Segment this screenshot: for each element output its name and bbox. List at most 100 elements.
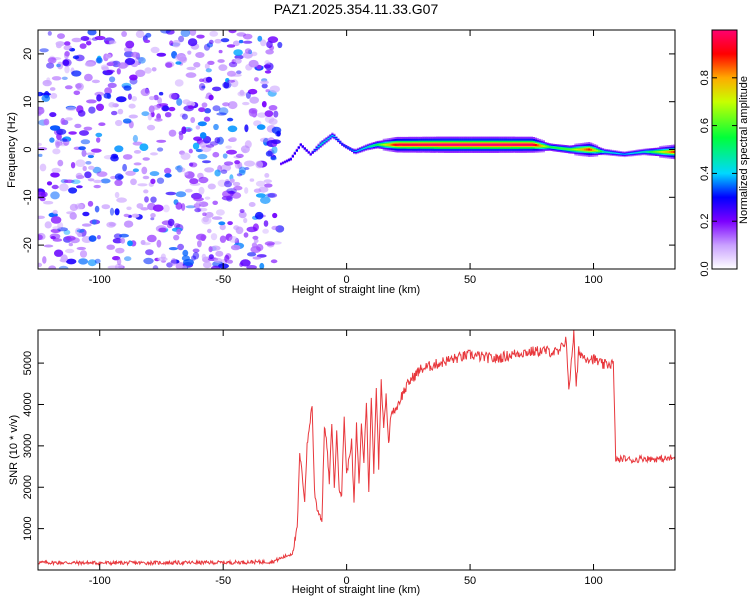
noise-blob xyxy=(42,256,47,264)
colorbar-tick-label: 0.8 xyxy=(699,70,711,85)
ridge-cell xyxy=(568,148,571,151)
noise-blob xyxy=(236,173,243,177)
noise-blob xyxy=(255,193,266,198)
noise-blob xyxy=(146,234,157,243)
noise-blob xyxy=(177,167,186,173)
ridge-cell xyxy=(641,151,644,153)
noise-blob xyxy=(212,200,218,205)
ridge-cell xyxy=(479,143,482,146)
ridge-cell xyxy=(566,148,569,150)
noise-blob xyxy=(259,262,265,269)
noise-blob xyxy=(115,119,123,127)
noise-blob xyxy=(136,203,144,209)
ridge-cell xyxy=(445,143,449,146)
ridge-cell xyxy=(663,151,666,153)
noise-blob xyxy=(88,235,97,242)
noise-blob xyxy=(49,125,61,131)
ridge-cell xyxy=(532,143,535,146)
noise-blob xyxy=(122,163,127,172)
noise-blob xyxy=(220,169,228,174)
noise-blob xyxy=(114,191,120,199)
noise-blob xyxy=(270,259,278,264)
noise-blob xyxy=(150,178,156,184)
colorbar-tick-label: 0.6 xyxy=(699,118,711,133)
noise-blob xyxy=(70,162,76,169)
snr-x-tick-label: 50 xyxy=(464,575,476,587)
ridge-cell xyxy=(453,143,456,146)
spectrogram-x-label: Height of straight line (km) xyxy=(292,284,420,296)
noise-blob xyxy=(227,125,238,133)
colorbar-gradient xyxy=(712,30,737,269)
ridge-cell xyxy=(619,153,622,155)
ridge-cell xyxy=(655,151,658,153)
noise-blob xyxy=(190,117,196,123)
noise-blob xyxy=(157,147,164,152)
ridge-cell xyxy=(467,143,470,146)
noise-blob xyxy=(176,228,182,235)
ridge-cell xyxy=(471,143,474,146)
ridge-cell xyxy=(455,143,458,146)
ridge-cell xyxy=(309,153,312,155)
noise-blob xyxy=(65,248,75,254)
noise-blob xyxy=(133,162,142,166)
ridge-cell xyxy=(404,143,407,146)
noise-blob xyxy=(168,92,178,100)
noise-blob xyxy=(116,197,127,203)
noise-blob xyxy=(164,167,172,174)
noise-blob xyxy=(218,64,228,71)
noise-blob xyxy=(187,38,198,47)
snr-axes: -100 -50 0 50 100 1000 2000 3000 4000 5000 xyxy=(22,330,675,587)
noise-blob xyxy=(222,190,233,198)
noise-blob xyxy=(269,85,280,93)
noise-blob xyxy=(182,249,189,257)
noise-blob xyxy=(55,141,60,149)
noise-blob xyxy=(185,205,196,209)
noise-blob xyxy=(219,224,226,231)
noise-blob xyxy=(227,101,238,110)
noise-blob xyxy=(152,204,164,212)
noise-blob xyxy=(95,57,103,64)
noise-blob xyxy=(168,106,176,112)
noise-blob xyxy=(101,66,109,71)
noise-blob xyxy=(103,92,111,99)
noise-blob xyxy=(149,171,160,177)
ridge-cell xyxy=(339,141,342,143)
noise-blob xyxy=(230,244,241,251)
ridge-cell xyxy=(499,143,502,146)
noise-blob xyxy=(128,114,138,119)
ridge-cell xyxy=(364,147,368,149)
noise-blob xyxy=(144,196,149,203)
colorbar-label: Normalized spectral amplitude xyxy=(738,76,750,224)
noise-blob xyxy=(46,62,55,69)
ridge-cell xyxy=(546,146,549,148)
noise-blob xyxy=(64,65,70,74)
noise-blob xyxy=(132,141,143,146)
noise-blob xyxy=(101,204,111,210)
noise-blob xyxy=(132,168,139,173)
noise-blob xyxy=(257,112,267,118)
ridge-cell xyxy=(289,158,292,160)
colorbar-tick-label: 0.0 xyxy=(699,261,711,276)
ridge-cell xyxy=(287,159,291,161)
ridge-cell xyxy=(473,143,476,146)
noise-blob xyxy=(150,213,156,218)
noise-blob xyxy=(56,128,67,135)
noise-blob xyxy=(195,52,205,58)
noise-blob xyxy=(262,228,269,234)
noise-blob xyxy=(49,137,55,143)
noise-blob xyxy=(222,81,232,89)
noise-blob xyxy=(40,92,52,96)
ridge-cell xyxy=(317,146,320,148)
noise-blob xyxy=(94,91,105,97)
noise-blob xyxy=(201,85,206,89)
noise-blob xyxy=(109,76,116,83)
noise-blob xyxy=(154,118,163,122)
noise-blob xyxy=(227,117,234,122)
noise-blob xyxy=(260,39,267,47)
noise-blob xyxy=(125,40,135,49)
noise-blob xyxy=(160,253,166,260)
snr-x-label: Height of straight line (km) xyxy=(292,584,420,596)
ridge-cell xyxy=(398,143,401,146)
noise-blob xyxy=(145,249,154,256)
